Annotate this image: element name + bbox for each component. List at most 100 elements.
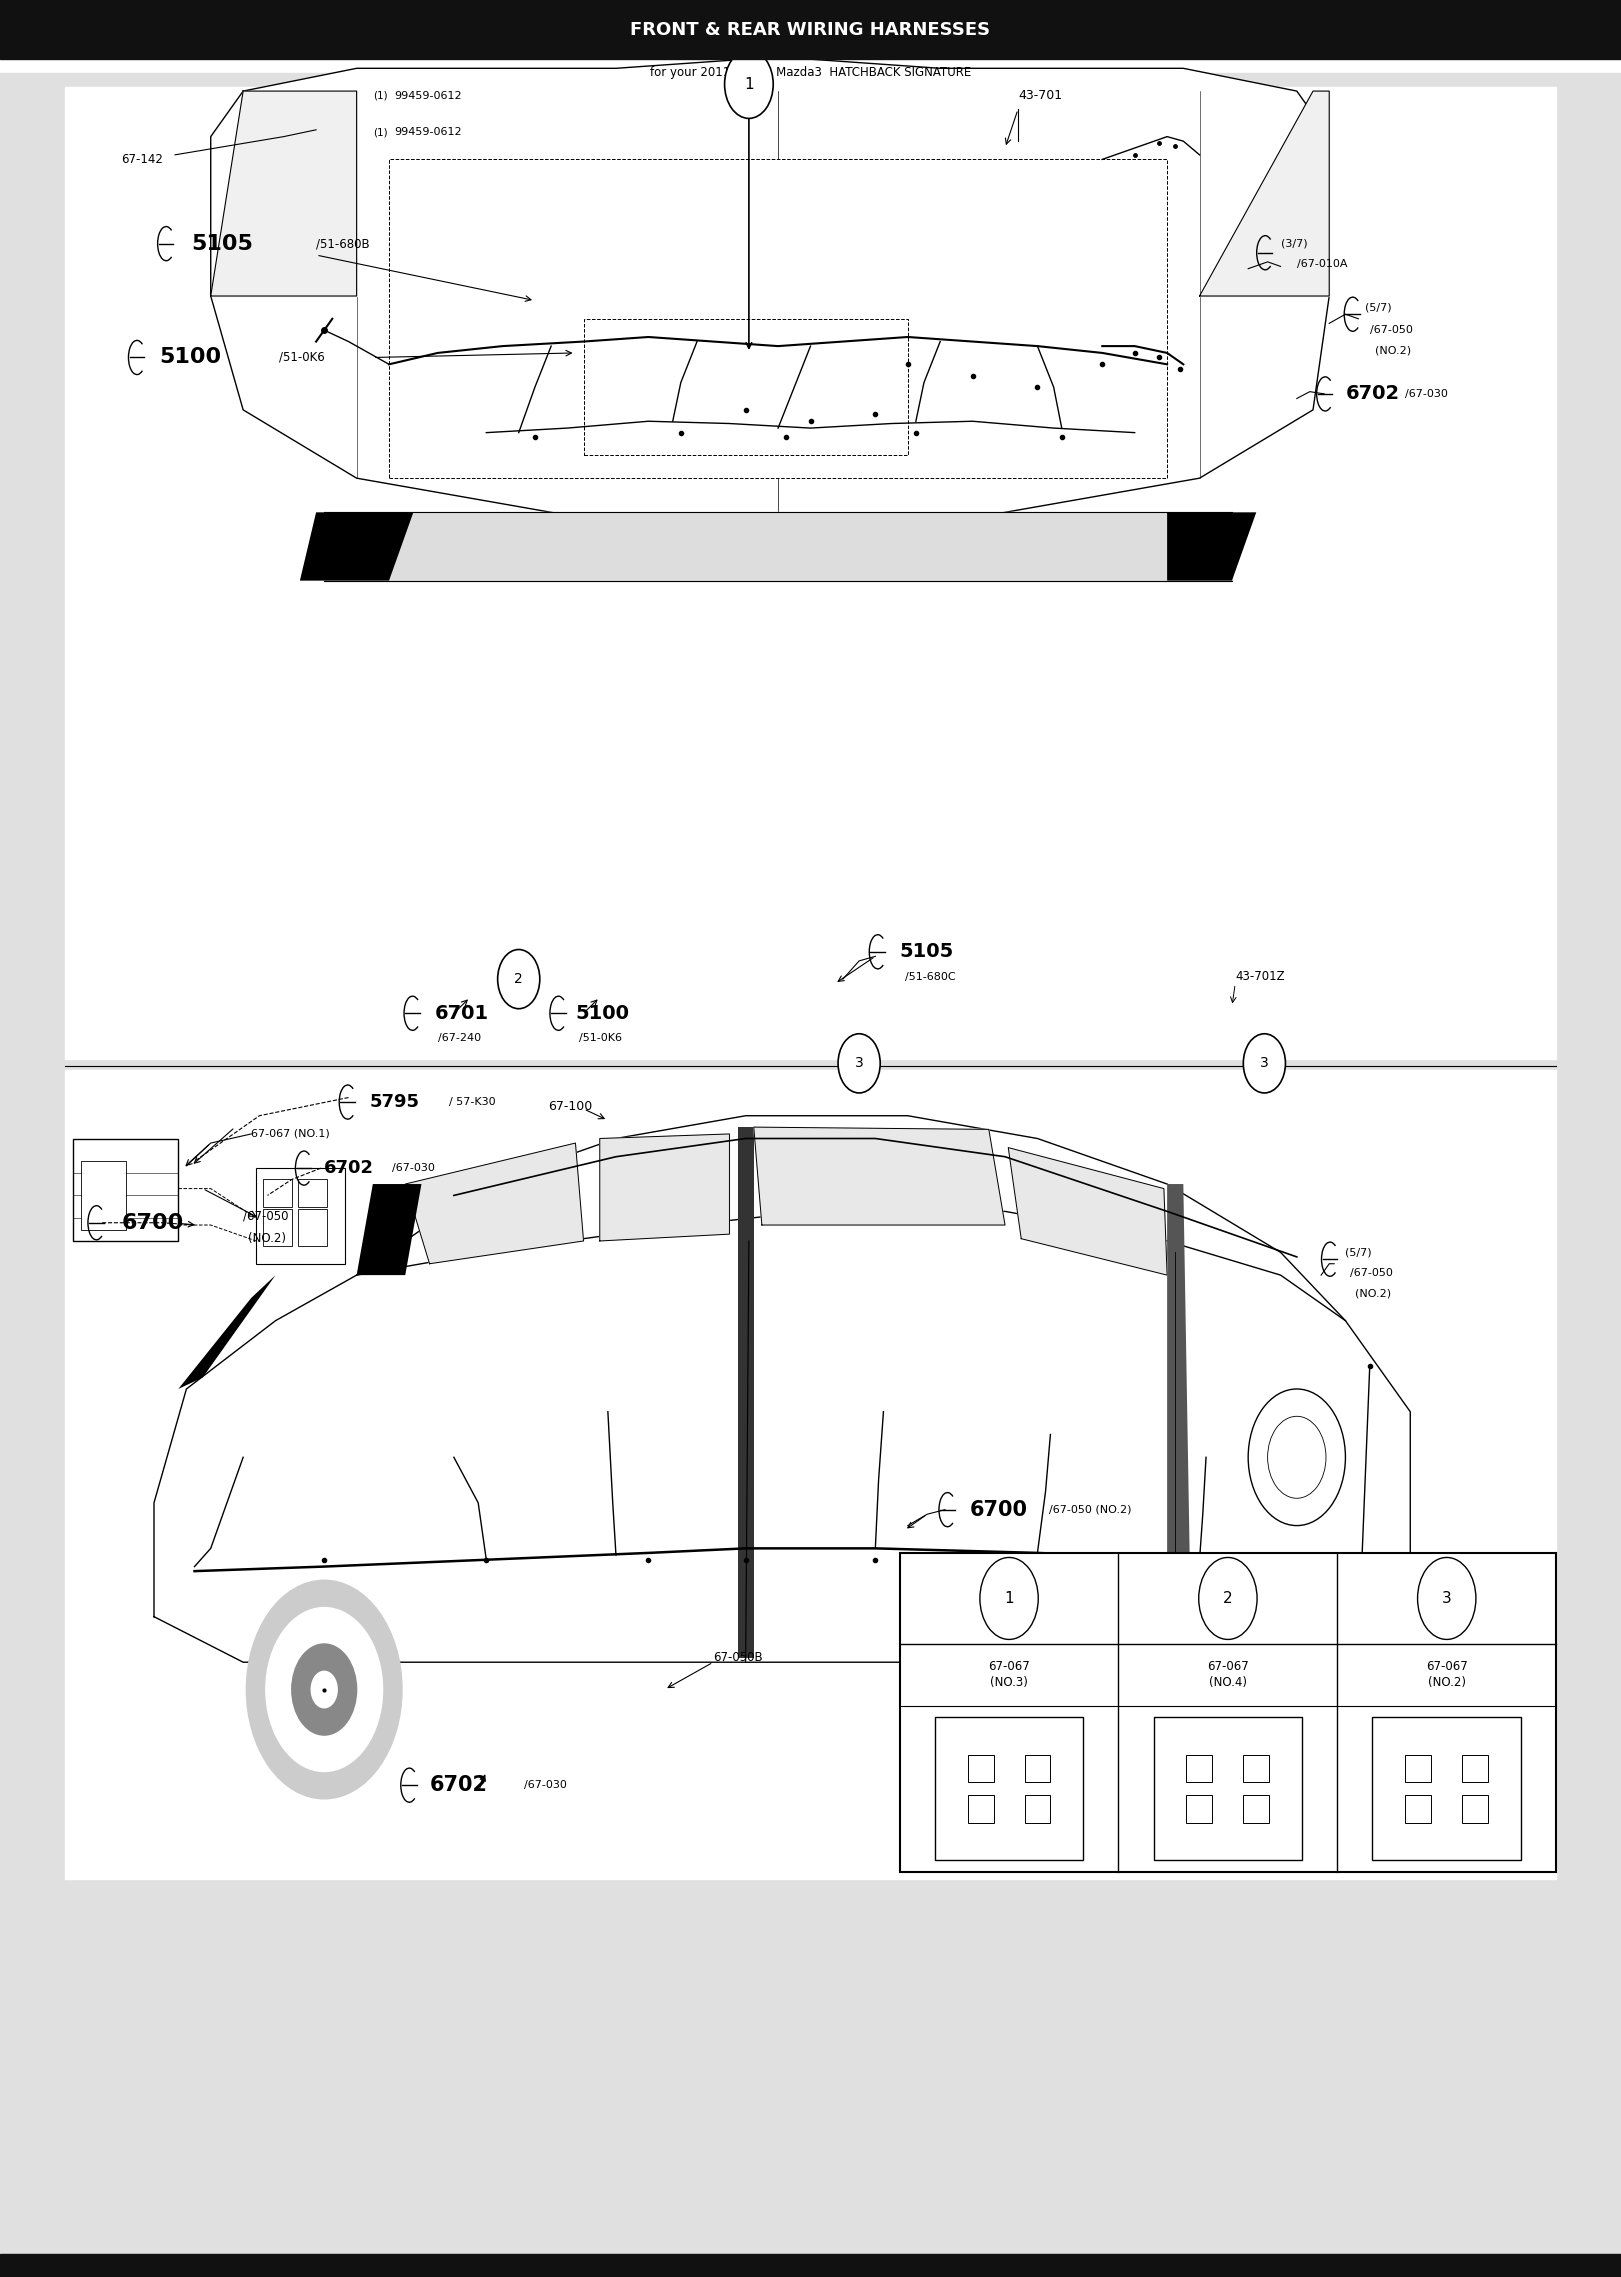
Circle shape bbox=[246, 1580, 402, 1799]
Bar bbox=[1024, 1756, 1050, 1783]
Text: 3: 3 bbox=[854, 1057, 864, 1070]
Text: /67-240: /67-240 bbox=[438, 1034, 481, 1043]
Text: /67-010A: /67-010A bbox=[1297, 260, 1347, 269]
Text: 43-701Z: 43-701Z bbox=[1235, 970, 1285, 984]
Text: /67-050: /67-050 bbox=[1370, 326, 1412, 335]
Polygon shape bbox=[154, 1211, 1410, 1662]
Bar bbox=[263, 1179, 292, 1207]
Text: 2: 2 bbox=[514, 972, 524, 986]
Text: 5100: 5100 bbox=[575, 1004, 629, 1022]
Bar bbox=[298, 1209, 327, 1246]
Text: 67-067
(NO.4): 67-067 (NO.4) bbox=[1208, 1660, 1248, 1690]
Circle shape bbox=[1417, 1557, 1477, 1639]
Text: 3: 3 bbox=[1260, 1057, 1269, 1070]
Text: /67-030: /67-030 bbox=[392, 1164, 434, 1173]
Bar bbox=[1024, 1794, 1050, 1822]
Polygon shape bbox=[1167, 1184, 1191, 1658]
Bar bbox=[0, 2254, 1621, 2277]
Text: 67-067
(NO.3): 67-067 (NO.3) bbox=[989, 1660, 1029, 1690]
Polygon shape bbox=[300, 512, 413, 581]
Bar bbox=[263, 1209, 292, 1246]
Text: 6702: 6702 bbox=[1345, 385, 1399, 403]
Text: (1): (1) bbox=[373, 128, 387, 137]
Text: 5795: 5795 bbox=[370, 1093, 420, 1111]
Circle shape bbox=[292, 1644, 357, 1735]
Text: (5/7): (5/7) bbox=[1345, 1248, 1371, 1257]
Text: /67-050: /67-050 bbox=[1350, 1268, 1392, 1277]
Text: (NO.2): (NO.2) bbox=[248, 1232, 285, 1246]
Circle shape bbox=[311, 1671, 337, 1708]
Text: /51-0K6: /51-0K6 bbox=[579, 1034, 622, 1043]
Text: /67-030: /67-030 bbox=[1405, 389, 1448, 398]
Bar bbox=[1462, 1756, 1488, 1783]
Text: 6702: 6702 bbox=[430, 1776, 488, 1794]
Text: 5105: 5105 bbox=[900, 943, 953, 961]
Text: (1): (1) bbox=[373, 91, 387, 100]
Text: 67-050B: 67-050B bbox=[713, 1651, 763, 1664]
Bar bbox=[968, 1794, 994, 1822]
Text: 2: 2 bbox=[1224, 1592, 1232, 1605]
Polygon shape bbox=[211, 91, 357, 296]
Bar bbox=[1405, 1794, 1431, 1822]
Text: 5105: 5105 bbox=[191, 235, 253, 253]
Circle shape bbox=[498, 950, 540, 1009]
Circle shape bbox=[1008, 1580, 1164, 1799]
Circle shape bbox=[1243, 1034, 1285, 1093]
Text: / 57-K30: / 57-K30 bbox=[449, 1098, 496, 1107]
Text: 1: 1 bbox=[744, 77, 754, 91]
Circle shape bbox=[1073, 1671, 1099, 1708]
Bar bbox=[1405, 1756, 1431, 1783]
Text: 6700: 6700 bbox=[969, 1501, 1028, 1519]
Polygon shape bbox=[211, 57, 1329, 535]
Text: (NO.2): (NO.2) bbox=[1375, 346, 1410, 355]
Bar bbox=[1187, 1756, 1213, 1783]
Polygon shape bbox=[357, 1184, 421, 1275]
Polygon shape bbox=[738, 1127, 754, 1658]
Bar bbox=[298, 1179, 327, 1207]
Bar bbox=[389, 159, 1167, 478]
Text: 1: 1 bbox=[1005, 1592, 1013, 1605]
Polygon shape bbox=[1200, 91, 1329, 296]
Bar bbox=[1187, 1794, 1213, 1822]
Text: 5100: 5100 bbox=[159, 348, 220, 367]
Text: 3: 3 bbox=[1441, 1592, 1452, 1605]
FancyBboxPatch shape bbox=[935, 1717, 1083, 1860]
Circle shape bbox=[838, 1034, 880, 1093]
Bar bbox=[0, 0, 1621, 59]
Circle shape bbox=[1028, 1608, 1144, 1772]
Bar bbox=[73, 1138, 178, 1241]
Bar bbox=[584, 319, 908, 455]
Circle shape bbox=[1054, 1644, 1118, 1735]
Text: 43-701: 43-701 bbox=[1018, 89, 1062, 102]
Text: /51-680C: /51-680C bbox=[905, 972, 955, 981]
Text: 6700: 6700 bbox=[122, 1214, 183, 1232]
Bar bbox=[81, 1161, 126, 1230]
Polygon shape bbox=[178, 1275, 276, 1389]
Circle shape bbox=[725, 50, 773, 118]
Text: (NO.2): (NO.2) bbox=[1355, 1289, 1391, 1298]
Text: 67-142: 67-142 bbox=[122, 153, 164, 166]
Polygon shape bbox=[405, 1143, 584, 1264]
Text: (3/7): (3/7) bbox=[1281, 239, 1307, 248]
Text: 99459-0612: 99459-0612 bbox=[394, 128, 462, 137]
Text: /67-050: /67-050 bbox=[243, 1209, 289, 1223]
Text: /51-0K6: /51-0K6 bbox=[279, 351, 324, 364]
Text: FRONT & REAR WIRING HARNESSES: FRONT & REAR WIRING HARNESSES bbox=[631, 20, 990, 39]
Polygon shape bbox=[1167, 512, 1256, 581]
Text: 67-067
(NO.2): 67-067 (NO.2) bbox=[1426, 1660, 1467, 1690]
Polygon shape bbox=[324, 512, 1232, 581]
Polygon shape bbox=[1008, 1148, 1167, 1275]
Text: (5/7): (5/7) bbox=[1365, 303, 1391, 312]
FancyBboxPatch shape bbox=[1154, 1717, 1302, 1860]
FancyBboxPatch shape bbox=[1373, 1717, 1520, 1860]
Text: 6702: 6702 bbox=[324, 1159, 374, 1177]
Bar bbox=[900, 1553, 1556, 1872]
Text: /67-030: /67-030 bbox=[524, 1781, 566, 1790]
Bar bbox=[968, 1756, 994, 1783]
Polygon shape bbox=[600, 1134, 729, 1241]
Bar bbox=[65, 1070, 1556, 1879]
Bar bbox=[65, 87, 1556, 1059]
Text: 99459-0612: 99459-0612 bbox=[394, 91, 462, 100]
Text: /67-050 (NO.2): /67-050 (NO.2) bbox=[1049, 1505, 1131, 1514]
Text: 67-067 (NO.1): 67-067 (NO.1) bbox=[251, 1129, 331, 1138]
